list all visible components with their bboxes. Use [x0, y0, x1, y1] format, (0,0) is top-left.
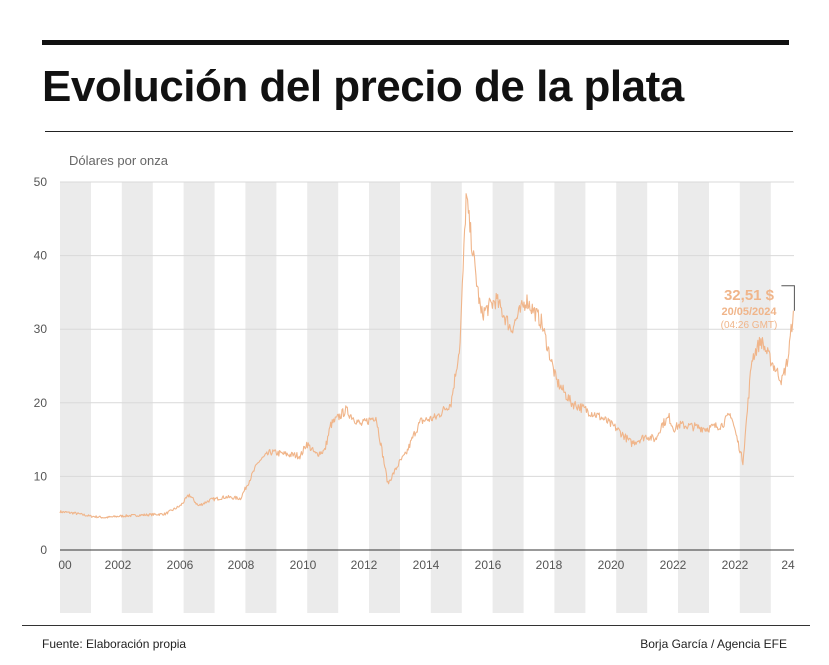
- x-tick-label: 2022: [660, 558, 687, 572]
- credit-note: Borja García / Agencia EFE: [640, 637, 787, 651]
- x-tick-label: 24: [781, 558, 795, 572]
- x-tick-label: 2020: [598, 558, 625, 572]
- x-tick-label: 2008: [228, 558, 255, 572]
- x-tick-label: 2018: [536, 558, 563, 572]
- x-tick-label: 2014: [413, 558, 440, 572]
- price-line: [59, 193, 794, 519]
- year-bands: [60, 182, 771, 613]
- year-band: [369, 182, 400, 613]
- silver-price-chart: 0 10 20 30 40 50 00 2002 2006 2008 2010 2012 2014 20…: [34, 175, 795, 613]
- x-tick-label: 2012: [351, 558, 378, 572]
- y-axis-label: Dólares por onza: [69, 153, 168, 168]
- y-tick-label: 0: [40, 543, 47, 557]
- y-tick-label: 20: [34, 396, 48, 410]
- annotation-date: 20/05/2024: [721, 306, 777, 318]
- grid-lines: [60, 181, 794, 477]
- top-rule: [42, 40, 789, 45]
- y-tick-label: 50: [34, 175, 48, 189]
- x-tick-label: 2016: [475, 558, 502, 572]
- x-tick-label: 00: [58, 558, 72, 572]
- annotation-value: 32,51 $: [724, 287, 775, 304]
- bottom-rule: [22, 625, 810, 626]
- x-tick-label: 2022: [722, 558, 749, 572]
- x-tick-labels: 00 2002 2006 2008 2010 2012 2014 2016 2018 2020 20…: [58, 558, 795, 572]
- year-band: [430, 182, 462, 613]
- year-band: [678, 182, 709, 613]
- source-note: Fuente: Elaboración propia: [42, 637, 187, 651]
- page-title: Evolución del precio de la plata: [42, 62, 684, 111]
- year-band: [739, 182, 771, 613]
- x-tick-label: 2006: [167, 558, 194, 572]
- year-band: [183, 182, 215, 613]
- year-band: [121, 182, 153, 613]
- year-band: [492, 182, 524, 613]
- annotation-time: (04:26 GMT): [721, 320, 778, 331]
- y-tick-labels: 0 10 20 30 40 50: [34, 175, 48, 557]
- y-tick-label: 40: [34, 249, 48, 263]
- year-band: [616, 182, 648, 613]
- last-price-annotation: 32,51 $ 20/05/2024 (04:26 GMT): [721, 285, 795, 331]
- x-tick-label: 2010: [290, 558, 317, 572]
- annotation-leader-line: [781, 285, 795, 311]
- y-tick-label: 10: [34, 469, 48, 483]
- title-rule: [45, 131, 793, 132]
- year-band: [60, 182, 91, 613]
- x-tick-label: 2002: [105, 558, 132, 572]
- year-band: [307, 182, 339, 613]
- year-band: [245, 182, 277, 613]
- y-tick-label: 30: [34, 322, 48, 336]
